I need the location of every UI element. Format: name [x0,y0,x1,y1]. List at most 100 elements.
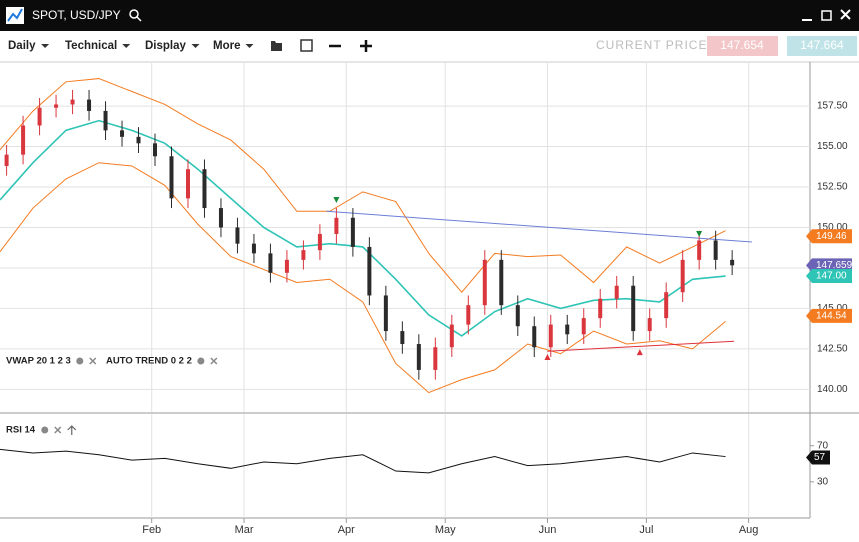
candle-body [54,104,59,108]
candle-body [565,324,570,335]
rsi-line [0,448,726,474]
candle-body [697,240,702,260]
candle-body [680,259,685,293]
collapse-icon[interactable] [67,425,77,435]
settings-icon[interactable] [197,357,205,365]
menu-arrow[interactable] [122,44,131,48]
price-tag-label: 149.46 [816,231,847,242]
candle-body [383,295,388,332]
band-line [0,162,726,394]
price-tag-label: 147.6590 [816,260,858,271]
candle-body [647,318,652,332]
candle-body [532,326,537,348]
candle-body [87,99,92,111]
candle-body [120,130,125,137]
candle-body [482,259,487,306]
candle-body [631,285,636,332]
candle-body [70,99,75,105]
candle-body [499,259,504,306]
candle-body [202,169,207,209]
candle-body [284,259,289,273]
trend-line [547,340,735,352]
band-line [0,78,726,293]
menu-arrow[interactable] [245,44,254,48]
bid-price: 147.654 [720,38,764,52]
x-tick-label: Aug [739,524,759,536]
candle-body [548,324,553,348]
menu[interactable]: More [213,40,240,52]
symbol: SPOT, USD/JPY [32,8,121,22]
price-tag-label: 147.00 [816,271,847,282]
y-tick-label: 140.00 [817,384,848,395]
remove-icon[interactable] [210,357,218,365]
band-line [0,119,726,337]
settings-icon[interactable] [41,426,49,434]
x-tick-label: Feb [142,524,161,536]
candle-body [103,110,108,131]
x-tick-label: Apr [338,524,355,536]
candle-body [713,240,718,260]
signal-marker [636,349,643,356]
candle-body [235,227,240,244]
candle-body [301,250,306,260]
candle-body [169,156,174,199]
remove-icon[interactable] [89,357,97,365]
y-tick-label: 142.50 [817,344,848,355]
candle-body [614,285,619,299]
signal-marker [333,196,340,203]
search-icon[interactable] [129,9,139,19]
y-tick-label: 155.00 [817,141,848,152]
candle-body [21,125,26,155]
indicator-label: RSI 14 [6,425,36,436]
menu[interactable]: Daily [8,40,36,52]
save-icon[interactable] [300,39,313,52]
search-icon[interactable] [136,16,142,22]
candle-body [185,169,190,199]
menu[interactable]: Technical [65,40,117,52]
menu[interactable]: Display [145,40,187,52]
candle-body [449,324,454,348]
y-tick-label: 157.50 [817,101,848,112]
candle-body [416,344,421,370]
menu-arrow[interactable] [191,44,200,48]
value-tag-label: 57 [814,452,826,463]
y-tick-label: 150.00 [817,222,848,233]
signal-marker [696,230,703,237]
candle-body [581,318,586,335]
price-tag-label: 144.54 [816,310,847,321]
settings-icon[interactable] [76,357,84,365]
trend-line [326,210,752,243]
remove-icon[interactable] [54,426,62,434]
candle-body [598,298,603,319]
y-tick-label: 30 [817,477,829,488]
candle-body [400,331,405,345]
candle-body [334,217,339,234]
candle-body [317,233,322,251]
zoom-in[interactable] [360,40,372,52]
candle-body [664,292,669,319]
indicator-label: VWAP 20 1 2 3 [6,356,71,367]
popout[interactable] [821,10,832,21]
candle-body [153,143,158,157]
title-bar [0,0,859,31]
indicator-label: AUTO TREND 0 2 2 [106,356,192,367]
candle-body [466,305,471,325]
candle-body [37,107,42,126]
open-icon[interactable] [271,41,282,51]
candle-body [730,259,735,266]
y-tick-label: 145.00 [817,303,848,314]
menu-arrow[interactable] [41,44,50,48]
ask-box[interactable] [787,36,857,56]
candle-body [350,217,355,247]
price-tag [806,269,852,284]
candle-body [268,253,273,273]
bid-box[interactable] [707,36,778,56]
price-tag [806,258,852,273]
close[interactable] [840,9,851,20]
y-tick-label: 152.50 [817,182,848,193]
ask-price: 147.664 [800,38,844,52]
y-tick-label: 70 [817,440,829,451]
candle-body [433,347,438,370]
